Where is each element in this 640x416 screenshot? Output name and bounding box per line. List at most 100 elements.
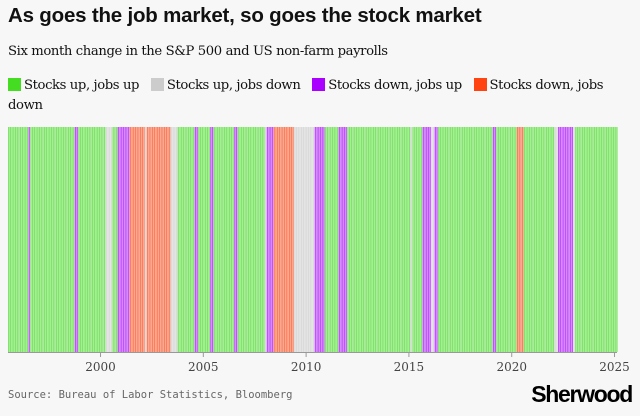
month-bar-down-up xyxy=(268,127,270,352)
month-bar-up-up xyxy=(331,127,334,352)
month-bar-up-up xyxy=(187,127,190,352)
month-bar-down-up xyxy=(122,127,125,352)
month-bar-down-down xyxy=(151,127,154,352)
month-bar-up-up xyxy=(193,127,195,352)
month-bar-up-up xyxy=(599,127,601,352)
month-bar-up-down xyxy=(294,127,296,352)
legend-label: Stocks down, jobs down xyxy=(8,78,604,113)
month-bar-up-up xyxy=(230,127,233,352)
month-bar-up-up xyxy=(112,127,114,352)
month-bar-up-up xyxy=(600,127,603,352)
month-bar-up-up xyxy=(93,127,96,352)
month-bar-up-up xyxy=(324,127,327,352)
month-bar-up-up xyxy=(348,127,351,352)
month-bar-up-up xyxy=(239,127,241,352)
month-bar-down-up xyxy=(319,127,322,352)
month-bar-up-up xyxy=(249,127,251,352)
month-bar-up-up xyxy=(515,127,517,352)
month-bar-up-up xyxy=(55,127,58,352)
month-bar-up-up xyxy=(605,127,608,352)
month-bar-up-up xyxy=(184,127,186,352)
month-bar-up-up xyxy=(456,127,459,352)
month-bar-up-up xyxy=(470,127,472,352)
month-bar-up-up xyxy=(467,127,469,352)
month-bar-down-up xyxy=(424,127,426,352)
month-bar-down-up xyxy=(194,127,197,352)
month-bar-up-up xyxy=(229,127,231,352)
month-bar-up-up xyxy=(590,127,592,352)
month-bar-up-up xyxy=(227,127,229,352)
month-bar-up-up xyxy=(261,127,263,352)
month-bar-up-down xyxy=(295,127,298,352)
month-bar-down-down xyxy=(516,127,519,352)
month-bar-up-up xyxy=(530,127,532,352)
month-bar-up-up xyxy=(616,127,618,352)
month-bar-up-up xyxy=(364,127,366,352)
month-bar-up-down xyxy=(554,127,556,352)
legend-item-down-up: Stocks down, jobs up xyxy=(312,78,462,93)
month-bar-up-up xyxy=(223,127,226,352)
month-bar-up-up xyxy=(256,127,258,352)
month-bar-up-up xyxy=(220,127,222,352)
month-bar-up-up xyxy=(182,127,185,352)
month-bar-up-up xyxy=(381,127,383,352)
month-bar-down-up xyxy=(235,127,238,352)
month-bar-down-up xyxy=(211,127,214,352)
month-bar-down-up xyxy=(210,127,212,352)
month-bar-down-down xyxy=(285,127,287,352)
month-bar-up-up xyxy=(549,127,551,352)
month-bar-up-up xyxy=(383,127,385,352)
month-bar-up-up xyxy=(379,127,382,352)
month-bar-up-up xyxy=(498,127,500,352)
month-bar-up-up xyxy=(347,127,349,352)
month-bar-up-up xyxy=(545,127,548,352)
month-bar-down-up xyxy=(427,127,430,352)
month-bar-up-up xyxy=(460,127,462,352)
month-bar-up-up xyxy=(405,127,407,352)
month-bar-down-up xyxy=(127,127,130,352)
month-bar-up-up xyxy=(482,127,484,352)
month-bar-up-up xyxy=(203,127,205,352)
month-bar-up-up xyxy=(588,127,591,352)
month-bar-up-up xyxy=(100,127,102,352)
month-bar-up-up xyxy=(374,127,377,352)
month-bar-up-up xyxy=(263,127,265,352)
month-bar-up-up xyxy=(208,127,210,352)
month-bar-down-up xyxy=(422,127,424,352)
month-bar-up-up xyxy=(544,127,546,352)
month-bar-down-up xyxy=(566,127,568,352)
month-bar-up-up xyxy=(52,127,54,352)
month-bar-down-down xyxy=(290,127,293,352)
legend-item-down-down: Stocks down, jobs down xyxy=(8,78,604,113)
month-bar-up-up xyxy=(42,127,44,352)
month-bar-up-up xyxy=(330,127,332,352)
month-bar-down-down xyxy=(153,127,155,352)
month-bar-down-up xyxy=(271,127,274,352)
month-bar-down-down xyxy=(169,127,171,352)
month-bar-down-up xyxy=(563,127,565,352)
month-bar-up-up xyxy=(400,127,402,352)
month-bar-up-up xyxy=(362,127,365,352)
month-bar-down-up xyxy=(266,127,269,352)
month-bar-up-up xyxy=(474,127,476,352)
month-bar-up-up xyxy=(237,127,239,352)
month-bar-up-up xyxy=(503,127,505,352)
month-bar-down-down xyxy=(138,127,140,352)
month-bar-up-up xyxy=(218,127,221,352)
month-bar-up-up xyxy=(360,127,363,352)
month-bar-up-up xyxy=(472,127,474,352)
month-bar-up-up xyxy=(54,127,56,352)
month-bar-up-up xyxy=(258,127,260,352)
month-bar-down-up xyxy=(323,127,325,352)
month-bar-down-down xyxy=(288,127,291,352)
month-bar-up-up xyxy=(40,127,42,352)
month-bar-up-up xyxy=(420,127,423,352)
month-bar-up-up xyxy=(580,127,582,352)
x-tick-label: 2015 xyxy=(394,360,425,374)
x-tick-label: 2025 xyxy=(599,360,630,374)
month-bar-up-up xyxy=(552,127,555,352)
month-bar-up-up xyxy=(539,127,541,352)
month-bar-up-up xyxy=(395,127,397,352)
month-bar-down-up xyxy=(571,127,574,352)
month-bar-up-up xyxy=(359,127,361,352)
